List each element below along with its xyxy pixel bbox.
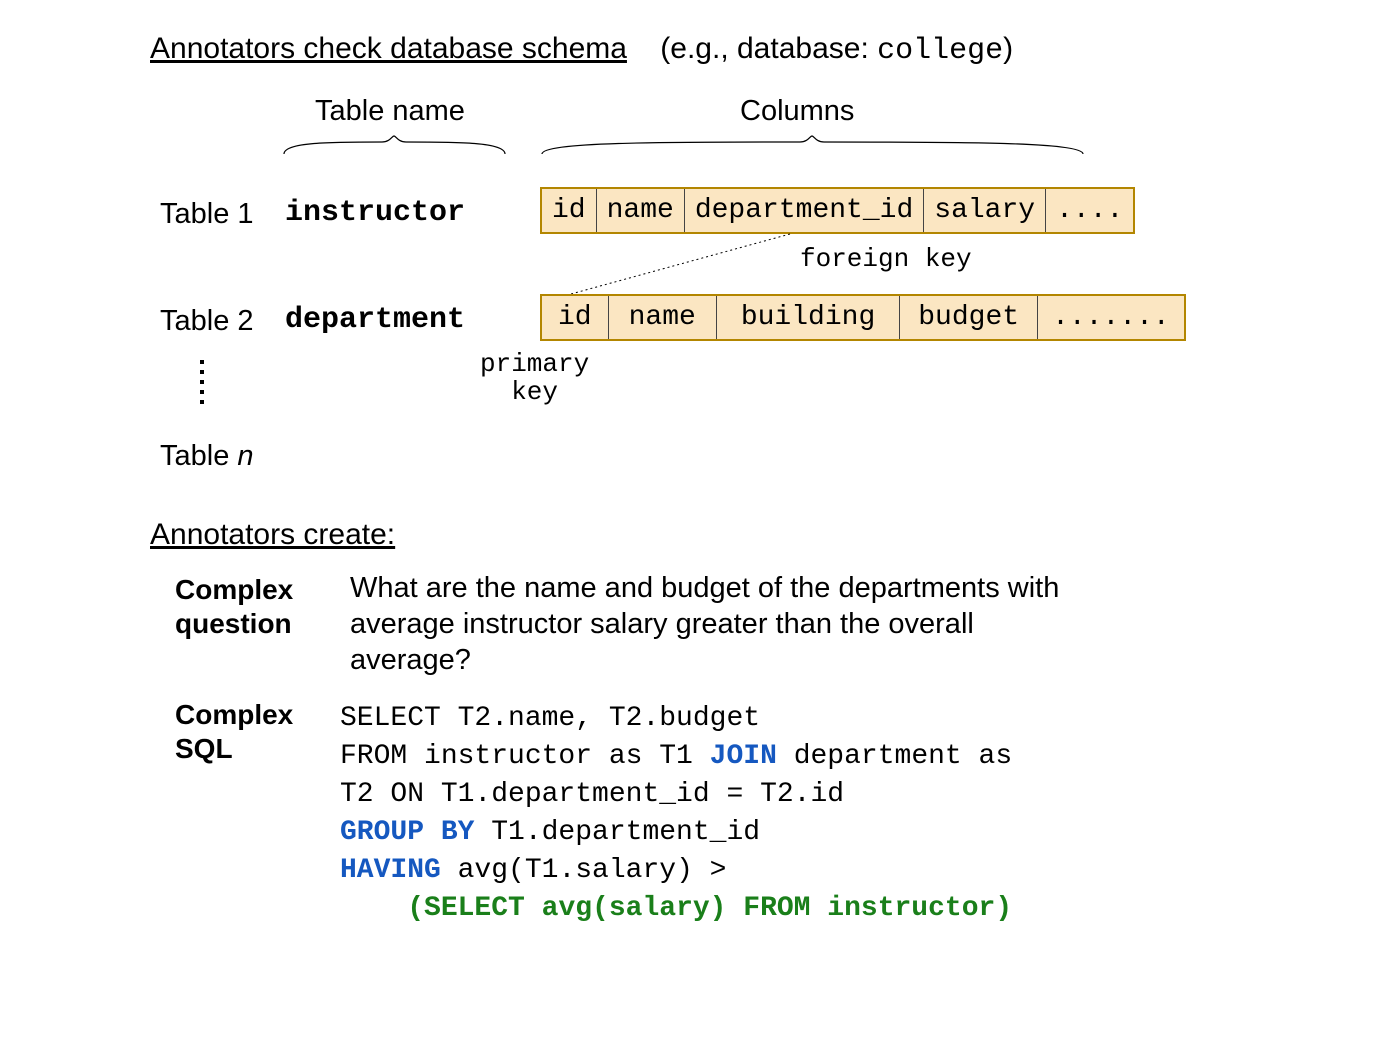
table2-row-label: Table 2: [160, 305, 254, 338]
table2-col-0: id: [542, 296, 608, 339]
brace-columns: [540, 134, 1085, 156]
table1-col-4: ....: [1045, 189, 1133, 232]
brace-table-name: [282, 134, 507, 156]
title-paren-right: ): [1003, 32, 1013, 65]
sql-l2a: FROM instructor as T1: [340, 741, 710, 772]
table2-columns: id name building budget .......: [540, 294, 1186, 341]
complex-sql-label: Complex SQL: [175, 698, 325, 766]
primary-key-label: primary key: [480, 350, 589, 406]
sql-l2-join: JOIN: [710, 741, 777, 772]
pk-line1: primary: [480, 349, 589, 379]
table1-row-label: Table 1: [160, 198, 254, 231]
csql-label-text: Complex SQL: [175, 699, 293, 764]
table1-col-2: department_id: [684, 189, 923, 232]
sql-l5b: avg(T1.salary) >: [441, 855, 727, 886]
sql-l3: T2 ON T1.department_id = T2.id: [340, 779, 844, 810]
annotators-create-label: Annotators create:: [150, 518, 395, 552]
table2-col-4: .......: [1037, 296, 1184, 339]
sql-block: SELECT T2.name, T2.budget FROM instructo…: [340, 700, 1012, 928]
table2-col-2: building: [716, 296, 899, 339]
title-paren-left: (e.g., database:: [660, 32, 877, 65]
table1-col-1: name: [596, 189, 684, 232]
db-name: college: [877, 34, 1003, 68]
table1-col-0: id: [542, 189, 596, 232]
foreign-key-label: foreign key: [800, 244, 972, 274]
table1-columns: id name department_id salary ....: [540, 187, 1135, 234]
complex-question-label: Complex question: [175, 573, 325, 641]
pk-line2: key: [511, 377, 558, 407]
table1-col-3: salary: [923, 189, 1045, 232]
table2-col-3: budget: [899, 296, 1037, 339]
title-prefix: Annotators check database schema: [150, 32, 627, 65]
table-n-italic: n: [237, 440, 253, 472]
page: Annotators check database schema (e.g., …: [0, 0, 1389, 1046]
sql-l1: SELECT T2.name, T2.budget: [340, 703, 760, 734]
table-n-label: Table n: [160, 440, 254, 473]
table-name-label: Table name: [315, 95, 465, 128]
sql-l5-having: HAVING: [340, 855, 441, 886]
table2-col-1: name: [608, 296, 716, 339]
sql-l6-subquery: (SELECT avg(salary) FROM instructor): [407, 893, 1012, 924]
sql-l4b: T1.department_id: [474, 817, 760, 848]
columns-label: Columns: [740, 95, 854, 128]
cq-label-text: Complex question: [175, 574, 293, 639]
title-line: Annotators check database schema (e.g., …: [150, 32, 1013, 68]
vdots: [200, 360, 204, 404]
table2-name: department: [285, 303, 465, 337]
sql-l2c: department as: [777, 741, 1012, 772]
table1-name: instructor: [285, 196, 465, 230]
sql-l4-groupby: GROUP BY: [340, 817, 474, 848]
complex-question-text: What are the name and budget of the depa…: [350, 570, 1090, 678]
